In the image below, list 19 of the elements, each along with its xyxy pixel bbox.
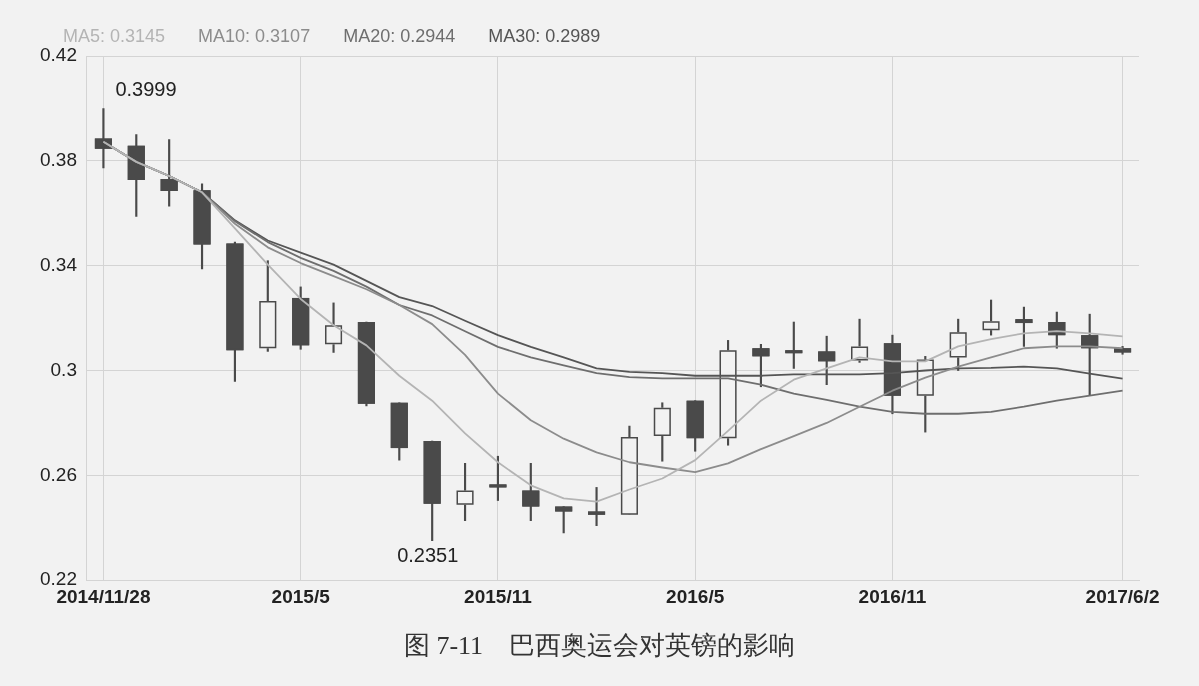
candlestick <box>588 487 606 527</box>
y-tick-label: 0.34 <box>40 253 78 275</box>
text: 图 7-11 巴西奥运会对英镑的影响 <box>402 630 797 662</box>
annotation: 0.2351 <box>397 544 459 567</box>
y-tick-label: 0.26 <box>40 463 77 485</box>
x-tick-label: 2015/11 <box>464 585 533 607</box>
x-tick-label: 2015/5 <box>271 585 331 607</box>
text: MA5: 0.3145 <box>63 25 166 46</box>
annotation: 0.3999 <box>115 78 177 101</box>
x-tick-label: 2017/6/2 <box>1085 585 1160 607</box>
y-tick-label: 0.42 <box>40 44 77 66</box>
candlestick <box>851 318 869 363</box>
text: MA20: 0.2944 <box>343 25 456 46</box>
text: MA30: 0.2989 <box>488 25 601 46</box>
y-tick-label: 0.3 <box>50 358 77 380</box>
x-tick-label: 2016/11 <box>858 585 927 607</box>
y-tick-label: 0.38 <box>40 149 77 171</box>
text: MA10: 0.3107 <box>198 25 311 46</box>
x-tick-label: 2016/5 <box>666 585 725 607</box>
